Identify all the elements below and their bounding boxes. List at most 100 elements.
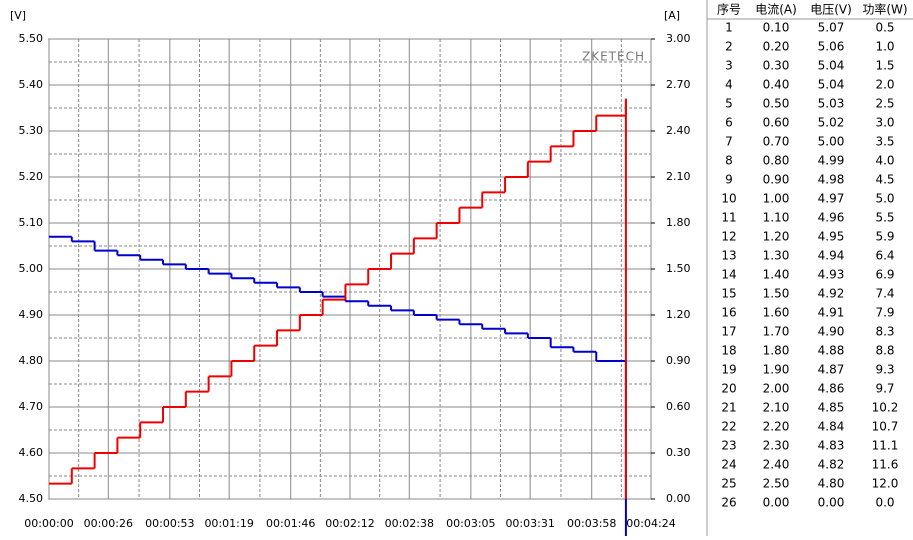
table-cell: 1.80 <box>763 344 790 358</box>
table-cell: 2.20 <box>763 420 790 434</box>
y2-tick-label: 1.20 <box>666 308 691 321</box>
table-cell: 12 <box>721 230 736 244</box>
table-cell: 0.50 <box>763 97 790 111</box>
x-tick-label: 00:03:31 <box>505 517 554 530</box>
table-cell: 0.5 <box>875 21 894 35</box>
table-cell: 1.0 <box>875 40 894 54</box>
right-unit: [A] <box>664 9 680 22</box>
table-cell: 4.83 <box>818 439 845 453</box>
y-tick-label: 5.30 <box>19 124 44 137</box>
table-cell: 1.70 <box>763 325 790 339</box>
table-cell: 0.40 <box>763 78 790 92</box>
table-cell: 1.30 <box>763 249 790 263</box>
y2-tick-label: 1.50 <box>666 262 691 275</box>
table-header: 功率(W) <box>862 2 907 17</box>
table-header: 序号 <box>717 2 741 17</box>
table-cell: 0.90 <box>763 173 790 187</box>
table-cell: 1.90 <box>763 363 790 377</box>
table-cell: 4.93 <box>818 268 845 282</box>
table-cell: 4 <box>725 78 733 92</box>
table-cell: 4.98 <box>818 173 845 187</box>
y2-tick-label: 1.80 <box>666 216 691 229</box>
table-cell: 14 <box>721 268 736 282</box>
table-cell: 4.84 <box>818 420 845 434</box>
table: 序号 电流(A) 电压(V) 功率(W)1 0.10 5.07 0.52 0.20 5.06 1.… <box>717 2 908 510</box>
table-cell: 20 <box>721 382 736 396</box>
table-cell: 0.80 <box>763 154 790 168</box>
table-cell: 6.4 <box>875 249 894 263</box>
y2-tick-label: 2.70 <box>666 78 691 91</box>
table-cell: 19 <box>721 363 736 377</box>
y-tick-label: 4.70 <box>19 400 44 413</box>
table-cell: 4.85 <box>818 401 845 415</box>
table-cell: 18 <box>721 344 736 358</box>
table-cell: 9.7 <box>875 382 894 396</box>
table-cell: 0.20 <box>763 40 790 54</box>
table-cell: 2 <box>725 40 733 54</box>
table-cell: 4.5 <box>875 173 894 187</box>
table-header: 电流(A) <box>755 3 797 17</box>
table-cell: 4.97 <box>818 192 845 206</box>
table-cell: 4.86 <box>818 382 845 396</box>
table-cell: 5.9 <box>875 230 894 244</box>
table-cell: 2.10 <box>763 401 790 415</box>
table-cell: 4.80 <box>818 477 845 491</box>
table-cell: 4.90 <box>818 325 845 339</box>
x-tick-label: 00:02:38 <box>385 517 434 530</box>
x-tick-label: 00:00:00 <box>24 517 73 530</box>
y-tick-label: 5.40 <box>19 78 44 91</box>
y2-tick-label: 2.10 <box>666 170 691 183</box>
table-cell: 5.00 <box>818 135 845 149</box>
table-cell: 0.10 <box>763 21 790 35</box>
table-cell: 22 <box>721 420 736 434</box>
table-cell: 4.88 <box>818 344 845 358</box>
table-cell: 26 <box>721 496 736 510</box>
y-tick-label: 5.50 <box>19 32 44 45</box>
table-cell: 8.3 <box>875 325 894 339</box>
table-cell: 10.7 <box>872 420 899 434</box>
brand-annotation: ZKETECH <box>582 50 645 64</box>
table-cell: 17 <box>721 325 736 339</box>
table-cell: 0.30 <box>763 59 790 73</box>
table-cell: 1.50 <box>763 287 790 301</box>
y2-tick-label: 0.30 <box>666 446 691 459</box>
table-cell: 0.0 <box>875 496 894 510</box>
table-cell: 4.91 <box>818 306 845 320</box>
table-cell: 3.0 <box>875 116 894 130</box>
table-cell: 15 <box>721 287 736 301</box>
table-cell: 13 <box>721 249 736 263</box>
y-tick-label: 4.90 <box>19 308 44 321</box>
table-cell: 1.60 <box>763 306 790 320</box>
table-cell: 4.92 <box>818 287 845 301</box>
table-cell: 4.99 <box>818 154 845 168</box>
x-tick-label: 00:04:24 <box>626 517 675 530</box>
y2-tick-label: 0.90 <box>666 354 691 367</box>
table-cell: 5.0 <box>875 192 894 206</box>
table-cell: 5.02 <box>818 116 845 130</box>
table-cell: 0.00 <box>818 496 845 510</box>
x-tick-label: 00:03:05 <box>446 517 495 530</box>
table-header: 电压(V) <box>810 3 852 17</box>
x-tick-label: 00:01:19 <box>204 517 253 530</box>
table-cell: 0.00 <box>763 496 790 510</box>
table-cell: 16 <box>721 306 736 320</box>
table-cell: 2.40 <box>763 458 790 472</box>
table-cell: 1.20 <box>763 230 790 244</box>
x-tick-label: 00:00:26 <box>84 517 133 530</box>
table-cell: 5.07 <box>818 21 845 35</box>
table-cell: 12.0 <box>872 477 899 491</box>
table-cell: 1.40 <box>763 268 790 282</box>
y-tick-label: 5.10 <box>19 216 44 229</box>
y2-tick-label: 0.00 <box>666 492 691 505</box>
table-cell: 1 <box>725 21 733 35</box>
y2-tick-label: 2.40 <box>666 124 691 137</box>
table-cell: 4.94 <box>818 249 845 263</box>
table-cell: 4.96 <box>818 211 845 225</box>
x-tick-label: 00:02:12 <box>325 517 374 530</box>
table-cell: 24 <box>721 458 736 472</box>
y2-tick-label: 0.60 <box>666 400 691 413</box>
table-cell: 4.0 <box>875 154 894 168</box>
table-cell: 7.9 <box>875 306 894 320</box>
table-cell: 5 <box>725 97 733 111</box>
table-cell: 5.5 <box>875 211 894 225</box>
